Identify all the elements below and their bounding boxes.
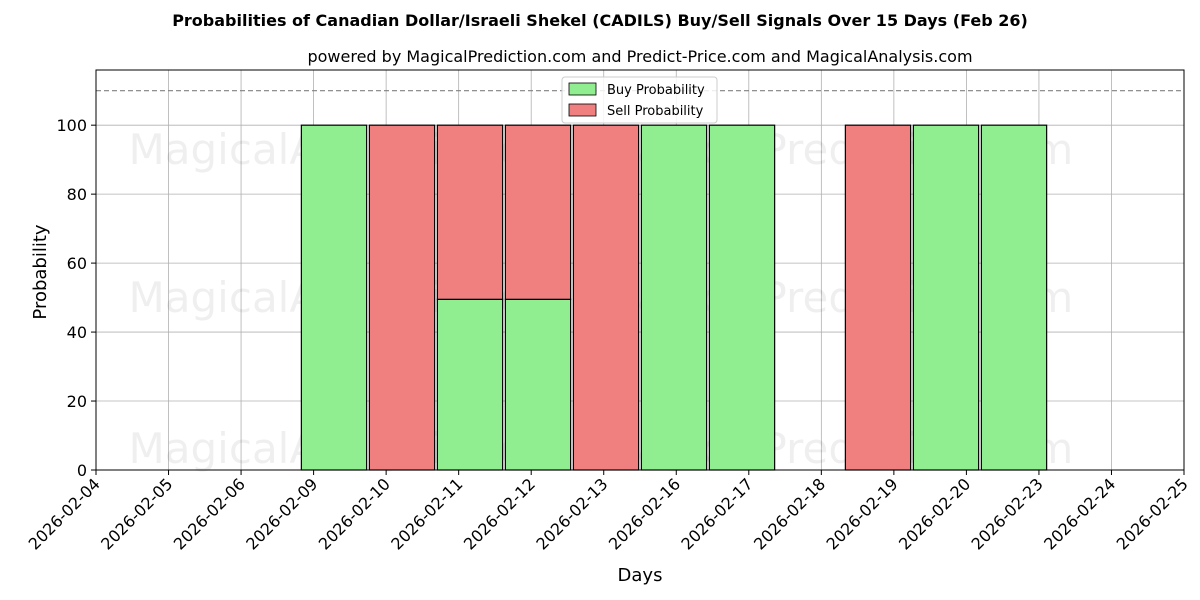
y-tick-label: 20 xyxy=(67,392,87,411)
x-tick-label: 2026-02-16 xyxy=(605,474,684,553)
buy-bar xyxy=(980,124,1048,471)
y-tick-label: 40 xyxy=(67,323,87,342)
chart-subtitle: powered by MagicalPrediction.com and Pre… xyxy=(307,47,972,66)
buy-bar xyxy=(912,124,980,471)
legend-label-buy: Buy Probability xyxy=(607,83,705,98)
x-tick-label: 2026-02-20 xyxy=(895,474,974,553)
y-tick-label: 0 xyxy=(77,461,87,480)
y-axis-ticks: 0 20 40 60 80 100 xyxy=(56,116,96,480)
x-tick-label: 2026-02-05 xyxy=(97,474,176,553)
legend: Buy Probability Sell Probability xyxy=(561,76,718,124)
x-tick-label: 2026-02-18 xyxy=(750,474,829,553)
legend-swatch-sell xyxy=(568,103,597,117)
x-tick-label: 2026-02-17 xyxy=(677,474,756,553)
x-tick-label: 2026-02-23 xyxy=(968,474,1047,553)
x-axis-label: Days xyxy=(618,565,663,586)
y-axis-label: Probability xyxy=(30,224,51,319)
x-tick-label: 2026-02-04 xyxy=(25,474,104,553)
x-tick-label: 2026-02-25 xyxy=(1113,474,1192,553)
x-tick-label: 2026-02-13 xyxy=(532,474,611,553)
buy-bar xyxy=(436,298,504,471)
x-axis-ticks: 2026-02-042026-02-052026-02-062026-02-09… xyxy=(25,470,1192,554)
buy-bar xyxy=(708,124,776,471)
sell-bar xyxy=(436,124,504,300)
legend-frame xyxy=(561,76,718,124)
chart-title: Probabilities of Canadian Dollar/Israeli… xyxy=(172,11,1028,30)
x-tick-label: 2026-02-24 xyxy=(1040,474,1119,553)
sell-bar xyxy=(504,124,572,300)
sell-bar xyxy=(844,124,912,471)
buy-bar xyxy=(640,124,708,471)
sell-bar xyxy=(572,124,640,471)
legend-swatch-buy xyxy=(568,82,597,96)
legend-label-sell: Sell Probability xyxy=(607,104,704,119)
plot-frame xyxy=(95,69,1185,471)
x-tick-label: 2026-02-06 xyxy=(170,474,249,553)
sell-bar xyxy=(368,124,436,471)
buy-bar xyxy=(504,298,572,471)
x-tick-label: 2026-02-10 xyxy=(315,474,394,553)
y-tick-label: 80 xyxy=(67,185,87,204)
y-tick-label: 100 xyxy=(56,116,87,135)
x-tick-label: 2026-02-09 xyxy=(242,474,321,553)
bars xyxy=(300,124,1048,471)
x-tick-label: 2026-02-19 xyxy=(823,474,902,553)
x-tick-label: 2026-02-11 xyxy=(387,474,466,553)
y-tick-label: 60 xyxy=(67,254,87,273)
buy-bar xyxy=(300,124,368,471)
x-tick-label: 2026-02-12 xyxy=(460,474,539,553)
